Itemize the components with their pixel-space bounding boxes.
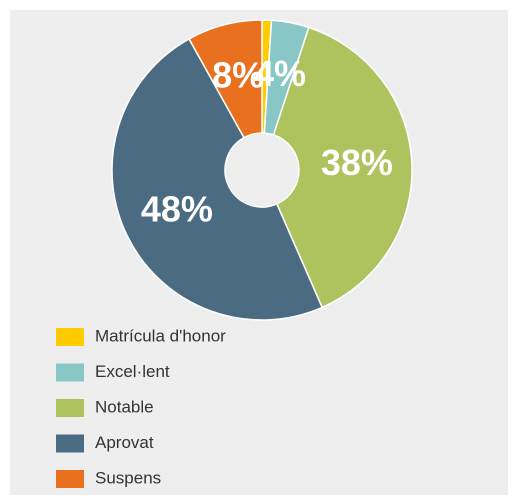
data-label: 8% [212, 55, 264, 96]
legend-label: Matrícula d'honor [95, 326, 226, 345]
legend-swatch [56, 363, 84, 382]
data-label: 38% [321, 142, 393, 183]
legend-swatch [56, 434, 84, 453]
slice [111, 37, 324, 321]
data-label: 48% [141, 189, 213, 230]
legend-label: Excel·lent [95, 362, 170, 381]
legend-label: Suspens [95, 468, 161, 487]
legend-swatch [56, 328, 84, 346]
legend-label: Aprovat [95, 433, 154, 452]
legend-swatch [56, 470, 84, 488]
legend-swatch [56, 399, 84, 417]
legend-label: Notable [95, 397, 154, 416]
slice [188, 19, 263, 139]
slice [272, 26, 413, 309]
data-label: 4% [254, 53, 306, 94]
